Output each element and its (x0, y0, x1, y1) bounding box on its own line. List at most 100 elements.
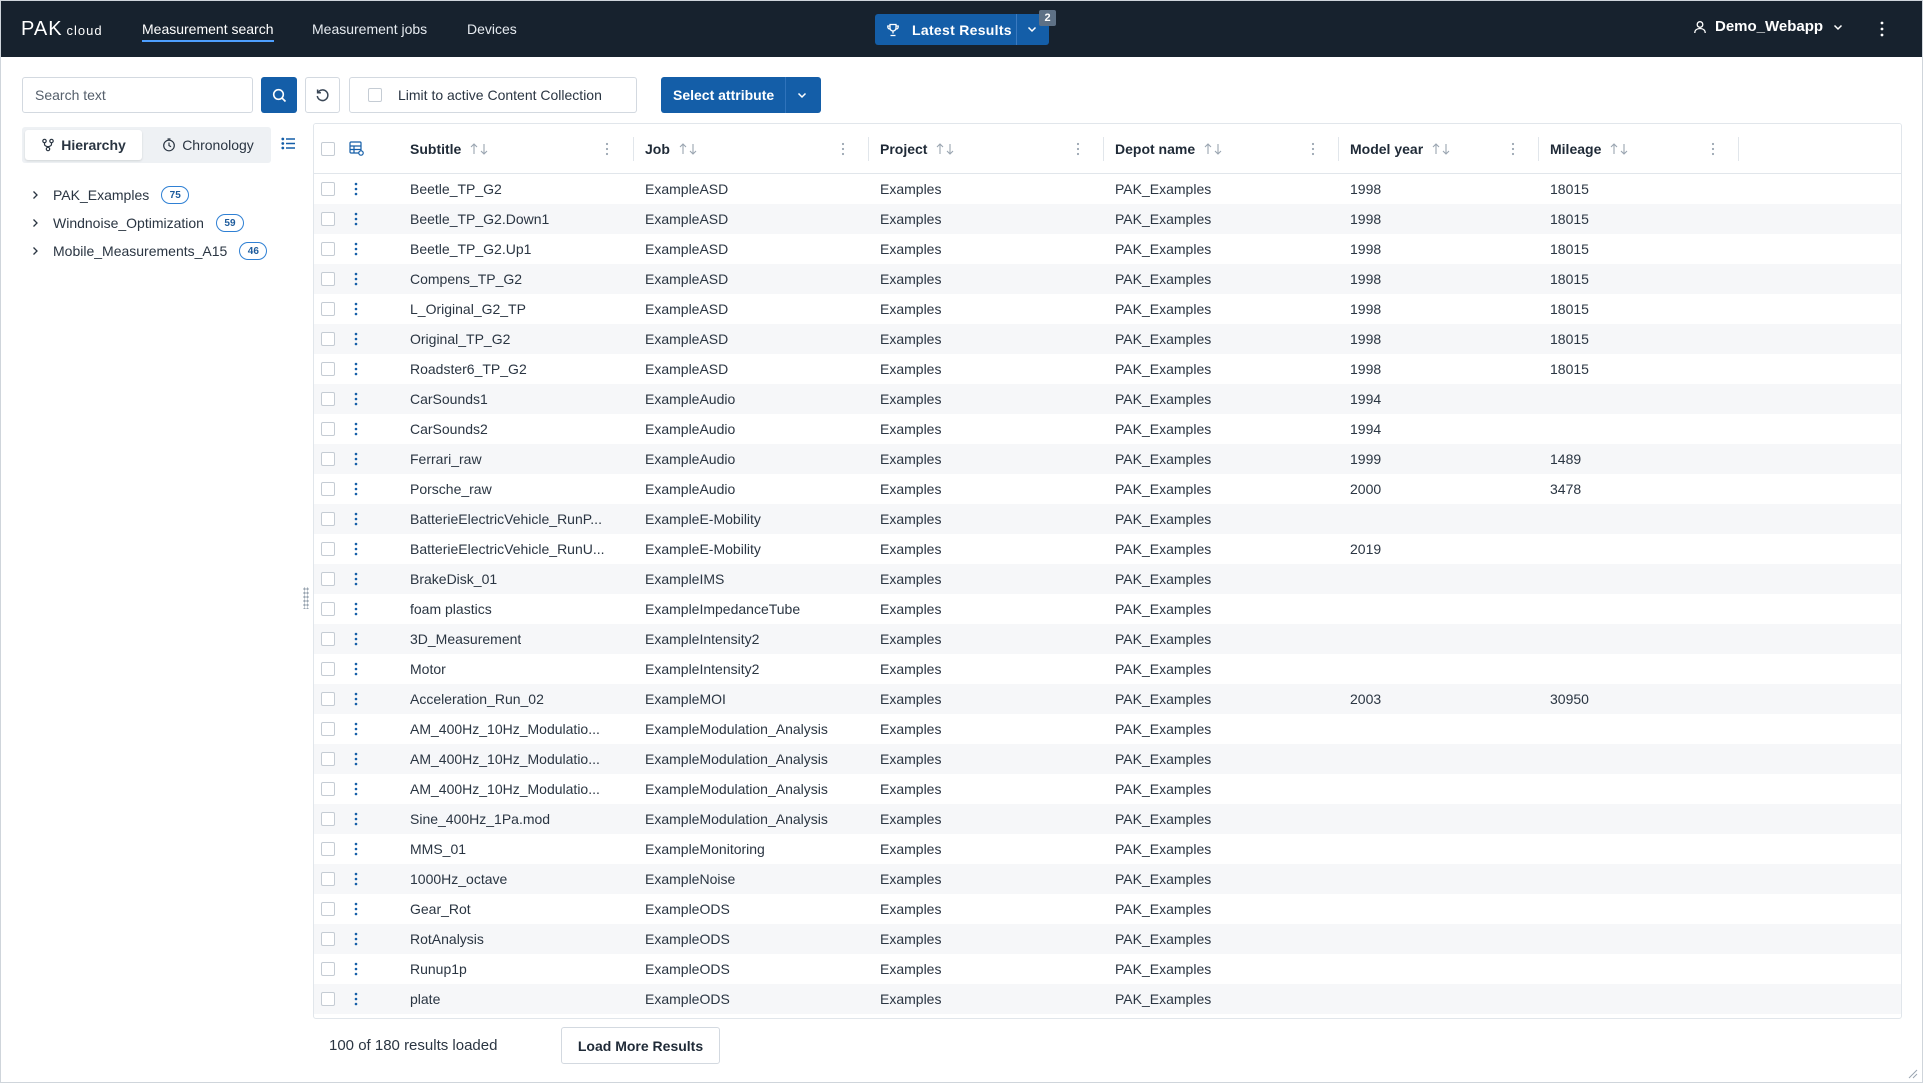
column-divider[interactable] (1538, 137, 1539, 161)
column-divider[interactable] (868, 137, 869, 161)
column-divider[interactable] (1338, 137, 1339, 161)
sort-arrows-icon[interactable] (469, 143, 489, 155)
row-checkbox[interactable] (321, 662, 335, 676)
row-menu-icon[interactable] (353, 661, 359, 677)
column-divider[interactable] (1738, 137, 1739, 161)
row-checkbox[interactable] (321, 572, 335, 586)
row-menu-icon[interactable] (353, 631, 359, 647)
search-button[interactable] (261, 77, 297, 113)
limit-content-collection-toggle[interactable]: Limit to active Content Collection (349, 77, 637, 113)
row-checkbox[interactable] (321, 332, 335, 346)
column-header-job[interactable]: Job (645, 124, 698, 174)
row-menu-icon[interactable] (353, 841, 359, 857)
column-menu-icon[interactable] (1510, 141, 1516, 157)
row-checkbox[interactable] (321, 422, 335, 436)
row-menu-icon[interactable] (353, 301, 359, 317)
tree-item-mobile-measurements-a15[interactable]: Mobile_Measurements_A15 46 (30, 241, 268, 261)
row-menu-icon[interactable] (353, 691, 359, 707)
table-row[interactable]: Porsche_raw ExampleAudio Examples PAK_Examp… (314, 474, 1901, 504)
row-checkbox[interactable] (321, 842, 335, 856)
table-row[interactable]: Beetle_TP_G2.Up1 ExampleASD Examples PAK_Ex… (314, 234, 1901, 264)
table-row[interactable]: Gear_Rot ExampleODS Examples PAK_Examples (314, 894, 1901, 924)
select-attribute-button[interactable]: Select attribute (661, 77, 821, 113)
chevron-right-icon[interactable] (30, 246, 40, 256)
nav-measurement-jobs[interactable]: Measurement jobs (312, 20, 428, 37)
chevron-right-icon[interactable] (30, 190, 40, 200)
table-row[interactable]: BatterieElectricVehicle_RunU... ExampleE-… (314, 534, 1901, 564)
table-row[interactable]: Original_TP_G2 ExampleASD Examples PAK_Exam… (314, 324, 1901, 354)
column-divider[interactable] (633, 137, 634, 161)
column-divider[interactable] (1103, 137, 1104, 161)
nav-measurement-search[interactable]: Measurement search (142, 0, 274, 57)
row-menu-icon[interactable] (353, 991, 359, 1007)
table-row[interactable]: Acceleration_Run_02 ExampleMOI Examples PAK… (314, 684, 1901, 714)
row-menu-icon[interactable] (353, 451, 359, 467)
sort-arrows-icon[interactable] (1203, 143, 1223, 155)
row-menu-icon[interactable] (353, 181, 359, 197)
row-menu-icon[interactable] (353, 961, 359, 977)
row-menu-icon[interactable] (353, 931, 359, 947)
table-row[interactable]: Motor ExampleIntensity2 Examples PAK_Exampl… (314, 654, 1901, 684)
chevron-right-icon[interactable] (30, 218, 40, 228)
table-row[interactable]: 3D_Measurement ExampleIntensity2 Examples P… (314, 624, 1901, 654)
column-header-project[interactable]: Project (880, 124, 955, 174)
row-checkbox[interactable] (321, 632, 335, 646)
column-header-depot-name[interactable]: Depot name (1115, 124, 1223, 174)
table-row[interactable]: Roadster6_TP_G2 ExampleASD Examples PAK_Exa… (314, 354, 1901, 384)
row-menu-icon[interactable] (353, 391, 359, 407)
table-row[interactable]: Beetle_TP_G2 ExampleASD Examples PAK_Exampl… (314, 174, 1901, 204)
column-header-subtitle[interactable]: Subtitle (410, 124, 489, 174)
column-menu-icon[interactable] (1710, 141, 1716, 157)
row-menu-icon[interactable] (353, 781, 359, 797)
tab-chronology[interactable]: Chronology (148, 130, 268, 160)
row-checkbox[interactable] (321, 722, 335, 736)
table-row[interactable]: RotAnalysis ExampleODS Examples PAK_Example… (314, 924, 1901, 954)
row-menu-icon[interactable] (353, 541, 359, 557)
tab-hierarchy[interactable]: Hierarchy (25, 130, 142, 160)
row-checkbox[interactable] (321, 962, 335, 976)
table-row[interactable]: Compens_TP_G2 ExampleASD Examples PAK_Examp… (314, 264, 1901, 294)
row-checkbox[interactable] (321, 932, 335, 946)
row-menu-icon[interactable] (353, 571, 359, 587)
table-row[interactable]: CarSounds1 ExampleAudio Examples PAK_Exampl… (314, 384, 1901, 414)
row-checkbox[interactable] (321, 482, 335, 496)
row-menu-icon[interactable] (353, 901, 359, 917)
table-row[interactable]: Ferrari_raw ExampleAudio Examples PAK_Examp… (314, 444, 1901, 474)
table-row[interactable]: Beetle_TP_G2.Down1 ExampleASD Examples PAK_… (314, 204, 1901, 234)
row-checkbox[interactable] (321, 362, 335, 376)
row-checkbox[interactable] (321, 902, 335, 916)
column-menu-icon[interactable] (1075, 141, 1081, 157)
row-menu-icon[interactable] (353, 361, 359, 377)
select-all-checkbox[interactable] (321, 142, 335, 156)
sort-arrows-icon[interactable] (1609, 143, 1629, 155)
chevron-down-icon[interactable] (795, 88, 809, 102)
search-input[interactable] (22, 77, 253, 113)
row-menu-icon[interactable] (353, 271, 359, 287)
row-menu-icon[interactable] (353, 481, 359, 497)
row-menu-icon[interactable] (353, 751, 359, 767)
sort-arrows-icon[interactable] (935, 143, 955, 155)
tree-item-pak-examples[interactable]: PAK_Examples 75 (30, 185, 190, 205)
table-row[interactable]: BrakeDisk_01 ExampleIMS Examples PAK_Exampl… (314, 564, 1901, 594)
row-checkbox[interactable] (321, 182, 335, 196)
sort-arrows-icon[interactable] (678, 143, 698, 155)
row-checkbox[interactable] (321, 992, 335, 1006)
user-menu[interactable]: Demo_Webapp (1693, 18, 1845, 35)
row-checkbox[interactable] (321, 452, 335, 466)
column-header-model-year[interactable]: Model year (1350, 124, 1451, 174)
limit-checkbox[interactable] (368, 88, 382, 102)
table-row[interactable]: AM_400Hz_10Hz_Modulatio... ExampleModulat… (314, 714, 1901, 744)
row-checkbox[interactable] (321, 512, 335, 526)
reset-button[interactable] (305, 77, 340, 113)
table-row[interactable]: Runup1p ExampleODS Examples PAK_Examples (314, 954, 1901, 984)
row-checkbox[interactable] (321, 302, 335, 316)
row-checkbox[interactable] (321, 812, 335, 826)
column-menu-icon[interactable] (604, 141, 610, 157)
column-header-mileage[interactable]: Mileage (1550, 124, 1629, 174)
row-menu-icon[interactable] (353, 811, 359, 827)
row-menu-icon[interactable] (353, 331, 359, 347)
row-checkbox[interactable] (321, 872, 335, 886)
column-menu-icon[interactable] (1310, 141, 1316, 157)
table-row[interactable]: plate ExampleODS Examples PAK_Examples (314, 984, 1901, 1014)
table-row[interactable]: 1000Hz_octave ExampleNoise Examples PAK_Exa… (314, 864, 1901, 894)
